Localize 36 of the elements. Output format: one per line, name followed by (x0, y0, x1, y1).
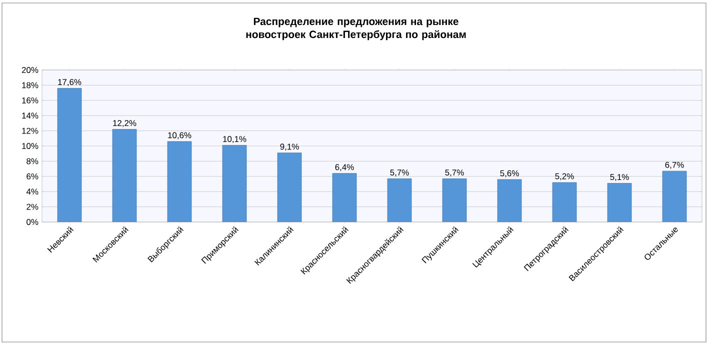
data-label: 10,1% (223, 136, 246, 144)
bar (277, 152, 302, 222)
data-label: 5,6% (500, 170, 519, 178)
y-tick-label: 2% (26, 204, 38, 210)
y-tick-label: 6% (26, 173, 38, 180)
bar (442, 178, 467, 222)
bar (222, 145, 247, 222)
bar (552, 182, 577, 222)
y-tick-label: 12% (22, 128, 38, 134)
data-label: 6,7% (665, 162, 684, 169)
bar (57, 88, 82, 222)
y-tick-label: 14% (22, 112, 38, 119)
y-tick-label: 10% (22, 143, 38, 149)
y-tick-label: 8% (26, 158, 38, 164)
bar (662, 170, 687, 222)
y-tick-label: 16% (22, 97, 38, 104)
bar (167, 141, 192, 222)
bar (607, 183, 632, 222)
y-tick-label: 4% (26, 188, 38, 195)
bar (112, 129, 137, 222)
data-label: 9,1% (280, 144, 299, 151)
bar (497, 179, 522, 222)
data-label: 12,2% (113, 120, 136, 128)
y-tick-label: 18% (22, 82, 38, 88)
y-tick-label: 20% (22, 67, 38, 73)
data-label: 10,6% (168, 132, 192, 140)
chart-title: Распределение предложения на рынке новостроек Санкт-Петербурга по районам (246, 18, 466, 40)
bar (387, 178, 412, 222)
data-label: 6,4% (335, 164, 354, 172)
y-tick-label: 0% (26, 219, 38, 225)
data-label: 5,7% (445, 170, 464, 176)
data-label: 17,6% (58, 79, 82, 86)
bar (332, 173, 357, 222)
data-label: 5,2% (555, 173, 574, 180)
data-label: 5,7% (390, 170, 409, 176)
data-label: 5,1% (610, 174, 629, 182)
